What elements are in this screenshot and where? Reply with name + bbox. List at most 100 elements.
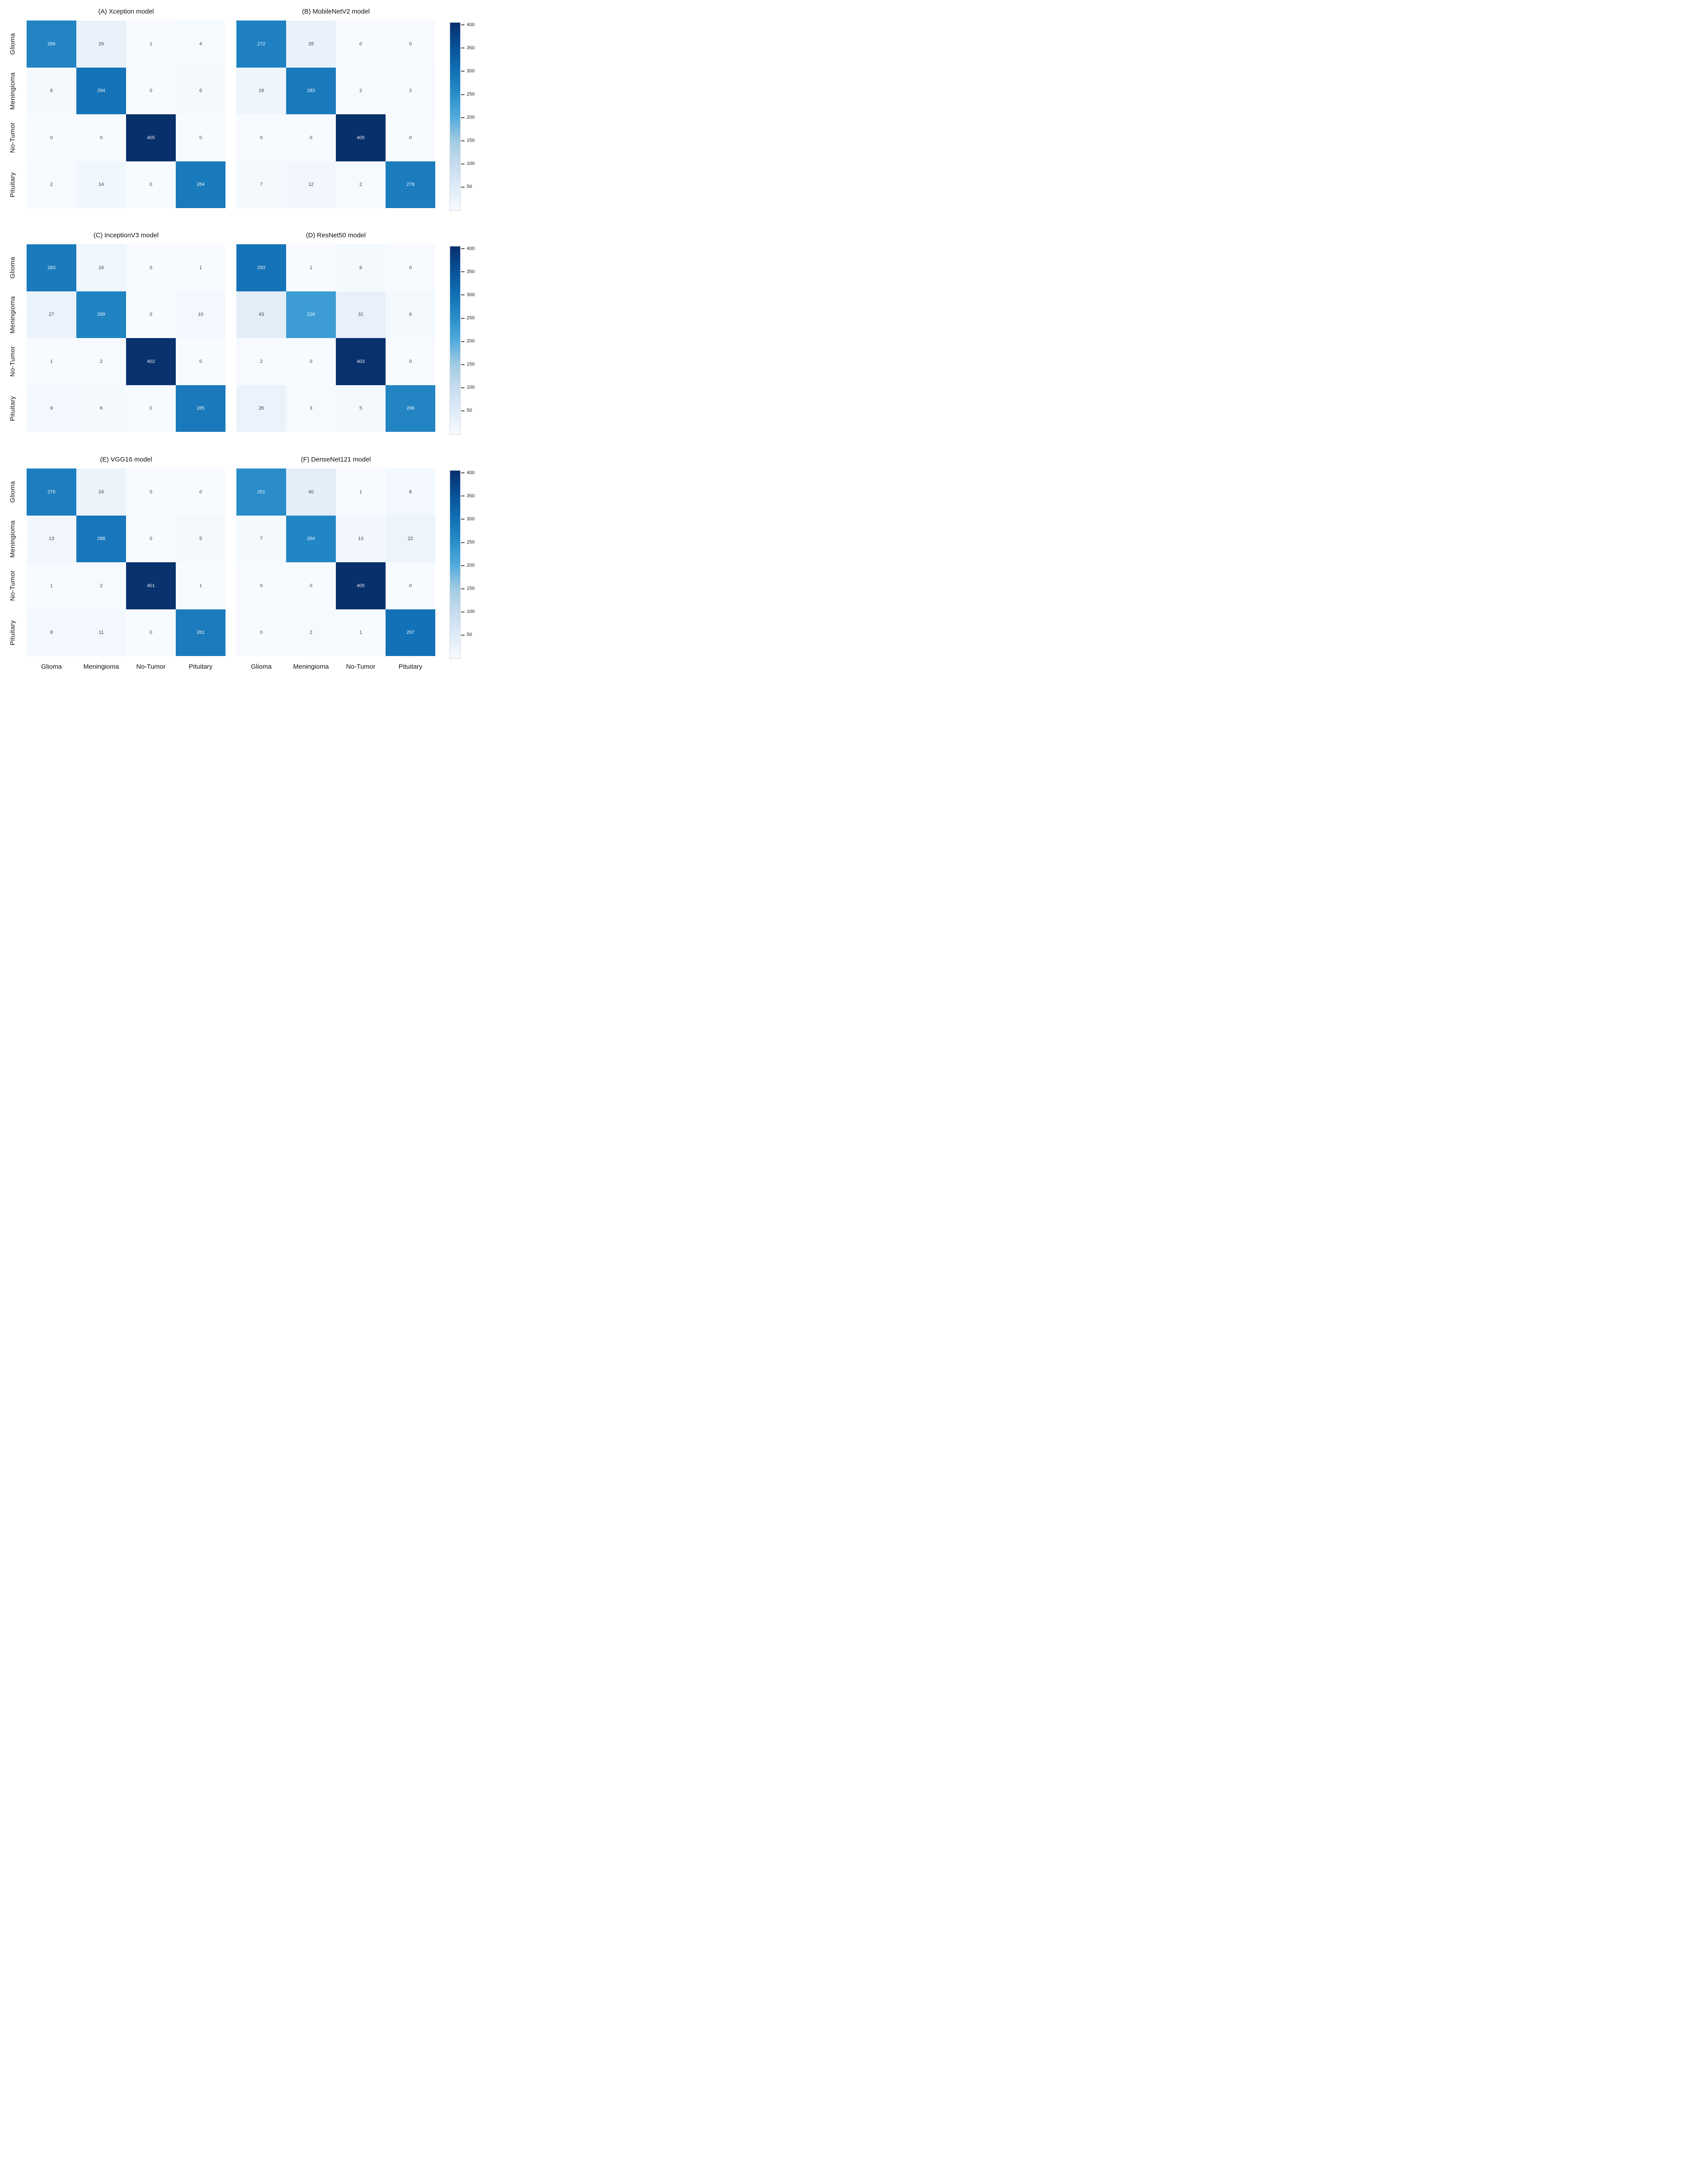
confusion-matrix-resnet50: 293 1 6 0 43 226 31 6 2 0 403 0 26 3 5 266 bbox=[236, 244, 435, 432]
x-axis-label: No-Tumor bbox=[136, 663, 166, 670]
matrix-cell: 2 bbox=[76, 338, 126, 385]
matrix-cell: 24 bbox=[76, 468, 126, 516]
matrix-cell: 6 bbox=[336, 244, 386, 291]
colorbar-tick-label: 200 bbox=[467, 338, 475, 344]
matrix-cell: 0 bbox=[236, 609, 286, 656]
matrix-cell: 0 bbox=[176, 114, 225, 161]
matrix-cell: 7 bbox=[236, 515, 286, 562]
matrix-cell: 405 bbox=[126, 114, 176, 161]
matrix-cell: 1 bbox=[126, 21, 176, 68]
colorbar-tick-mark bbox=[461, 318, 465, 319]
matrix-cell: 2 bbox=[27, 161, 76, 208]
colorbar-tick-mark bbox=[461, 24, 465, 26]
y-axis-label: No-Tumor bbox=[9, 346, 17, 377]
matrix-cell: 266 bbox=[386, 385, 435, 432]
matrix-cell: 405 bbox=[336, 114, 386, 161]
colorbar-tick-label: 150 bbox=[467, 586, 475, 591]
colorbar-tick-mark bbox=[461, 117, 465, 118]
matrix-cell: 2 bbox=[236, 338, 286, 385]
colorbar-tick-label: 250 bbox=[467, 540, 475, 545]
colorbar-tick-label: 250 bbox=[467, 92, 475, 97]
matrix-cell: 0 bbox=[126, 161, 176, 208]
matrix-cell: 1 bbox=[27, 562, 76, 609]
matrix-cell: 0 bbox=[236, 562, 286, 609]
matrix-cell: 0 bbox=[286, 338, 336, 385]
confusion-matrix-inceptionv3: 283 16 0 1 27 269 0 10 1 2 402 0 9 6 0 285 bbox=[27, 244, 225, 432]
matrix-cell: 28 bbox=[286, 21, 336, 68]
matrix-cell: 4 bbox=[176, 21, 225, 68]
y-axis-label: Meningioma bbox=[9, 296, 17, 334]
colorbar-tick-mark bbox=[461, 94, 465, 95]
matrix-cell: 2 bbox=[336, 67, 386, 114]
matrix-cell: 402 bbox=[126, 338, 176, 385]
colorbar-tick-mark bbox=[461, 410, 465, 411]
x-axis-label: Glioma bbox=[251, 663, 272, 670]
matrix-cell: 0 bbox=[126, 67, 176, 114]
panel-title-resnet50: (D) ResNet50 model bbox=[306, 232, 366, 239]
colorbar-tick-mark bbox=[461, 472, 465, 474]
x-axis-label: Meningioma bbox=[83, 663, 119, 670]
matrix-cell: 19 bbox=[236, 67, 286, 114]
matrix-cell: 0 bbox=[176, 338, 225, 385]
colorbar-tick-label: 150 bbox=[467, 138, 475, 144]
colorbar-tick-label: 350 bbox=[467, 45, 475, 51]
matrix-cell: 26 bbox=[236, 385, 286, 432]
matrix-cell: 27 bbox=[27, 291, 76, 338]
matrix-cell: 5 bbox=[176, 515, 225, 562]
matrix-cell: 283 bbox=[286, 67, 336, 114]
matrix-cell: 0 bbox=[386, 562, 435, 609]
colorbar-tick-label: 100 bbox=[467, 161, 475, 167]
matrix-cell: 0 bbox=[386, 244, 435, 291]
colorbar-tick-mark bbox=[461, 519, 465, 520]
matrix-cell: 279 bbox=[386, 161, 435, 208]
matrix-cell: 283 bbox=[27, 244, 76, 291]
matrix-cell: 403 bbox=[336, 338, 386, 385]
matrix-cell: 0 bbox=[286, 562, 336, 609]
y-axis-label: Meningioma bbox=[9, 520, 17, 558]
colorbar-tick-label: 300 bbox=[467, 516, 475, 522]
matrix-cell: 2 bbox=[336, 161, 386, 208]
x-axis-label: Meningioma bbox=[293, 663, 329, 670]
matrix-cell: 13 bbox=[27, 515, 76, 562]
matrix-cell: 0 bbox=[27, 114, 76, 161]
matrix-cell: 269 bbox=[76, 291, 126, 338]
colorbar-tick-mark bbox=[461, 186, 465, 188]
matrix-cell: 29 bbox=[76, 21, 126, 68]
colorbar-tick-label: 350 bbox=[467, 493, 475, 499]
y-axis-label: Glioma bbox=[9, 256, 17, 279]
colorbar-tick-label: 50 bbox=[467, 408, 472, 414]
y-axis-label: Glioma bbox=[9, 481, 17, 503]
colorbar-tick-label: 200 bbox=[467, 563, 475, 568]
panel-title-inceptionv3: (C) InceptionV3 model bbox=[93, 232, 159, 239]
matrix-cell: 0 bbox=[176, 468, 225, 516]
y-axis-labels-row2: Glioma Meningioma No-Tumor Pituitary bbox=[5, 244, 20, 432]
matrix-cell: 281 bbox=[176, 609, 225, 656]
matrix-cell: 3 bbox=[286, 385, 336, 432]
colorbar-tick-label: 350 bbox=[467, 269, 475, 274]
matrix-cell: 6 bbox=[27, 67, 76, 114]
matrix-cell: 0 bbox=[126, 468, 176, 516]
y-axis-label: Meningioma bbox=[9, 72, 17, 110]
colorbar-tick-mark bbox=[461, 341, 465, 342]
matrix-cell: 40 bbox=[286, 468, 336, 516]
colorbar-tick-label: 50 bbox=[467, 632, 472, 638]
panel-title-vgg16: (E) VGG16 model bbox=[100, 456, 152, 463]
confusion-matrix-vgg16: 276 24 0 0 13 288 0 5 1 2 401 1 8 11 0 281 bbox=[27, 468, 225, 656]
matrix-cell: 0 bbox=[126, 515, 176, 562]
matrix-cell: 297 bbox=[386, 609, 435, 656]
matrix-cell: 10 bbox=[176, 291, 225, 338]
matrix-cell: 16 bbox=[76, 244, 126, 291]
y-axis-label: No-Tumor bbox=[9, 570, 17, 601]
matrix-cell: 31 bbox=[336, 291, 386, 338]
panel-title-xception: (A) Xception model bbox=[98, 8, 154, 15]
matrix-cell: 1 bbox=[176, 244, 225, 291]
matrix-cell: 0 bbox=[336, 21, 386, 68]
matrix-cell: 22 bbox=[386, 515, 435, 562]
matrix-cell: 276 bbox=[27, 468, 76, 516]
colorbar-tick-mark bbox=[461, 634, 465, 636]
x-axis-labels-right: Glioma Meningioma No-Tumor Pituitary bbox=[236, 661, 435, 672]
matrix-cell: 266 bbox=[27, 21, 76, 68]
matrix-cell: 6 bbox=[176, 67, 225, 114]
matrix-cell: 251 bbox=[236, 468, 286, 516]
matrix-cell: 8 bbox=[27, 609, 76, 656]
